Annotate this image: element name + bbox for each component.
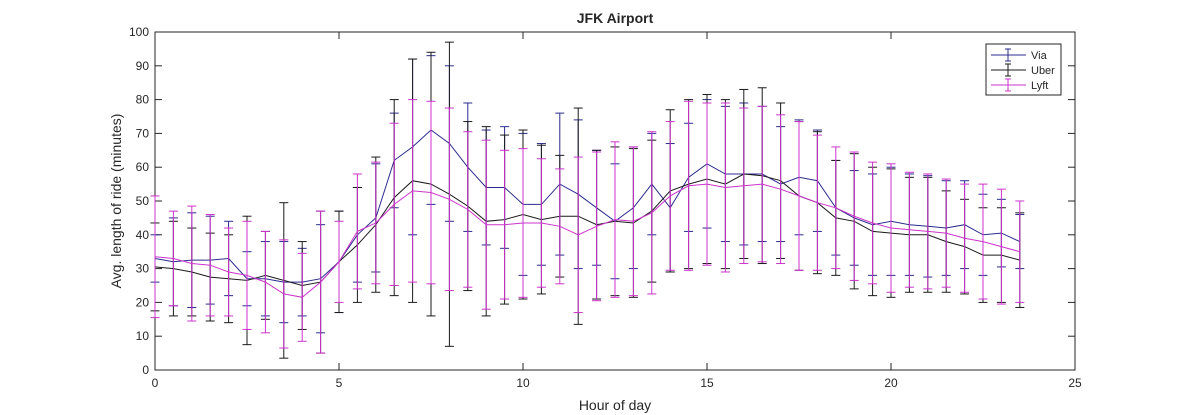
y-tick-label: 90: [136, 59, 150, 73]
y-tick-label: 10: [136, 329, 150, 343]
y-tick-label: 40: [136, 228, 150, 242]
x-tick-label: 5: [336, 376, 343, 390]
y-axis-label: Avg. length of ride (minutes): [108, 114, 124, 289]
series-layer: [150, 41, 1025, 359]
x-axis: 0 5 10 15 20 25: [152, 32, 1082, 390]
x-tick-label: 15: [700, 376, 714, 390]
legend-item: Lyft: [991, 78, 1048, 92]
y-tick-label: 70: [136, 126, 150, 140]
x-tick-label: 25: [1068, 376, 1082, 390]
x-tick-label: 20: [884, 376, 898, 390]
error-bar: [150, 195, 160, 319]
y-tick-label: 20: [136, 295, 150, 309]
legend-label: Uber: [1031, 65, 1055, 77]
series-lyft: [150, 99, 1025, 354]
chart-title: JFK Airport: [577, 10, 654, 26]
y-tick-label: 0: [142, 363, 149, 377]
legend: Via Uber Lyft: [985, 43, 1062, 96]
series-line: [154, 173, 1020, 287]
y-axis: 0 10 20 30 40 50 60 70 80 90 100: [129, 25, 1075, 377]
x-tick-label: 0: [152, 376, 159, 390]
x-tick-label: 10: [516, 376, 530, 390]
y-tick-label: 80: [136, 93, 150, 107]
series-line: [154, 183, 1020, 298]
x-axis-label: Hour of day: [579, 397, 651, 413]
legend-label: Via: [1031, 50, 1048, 62]
y-tick-label: 50: [136, 194, 150, 208]
y-tick-label: 100: [129, 25, 149, 39]
legend-item: Uber: [991, 63, 1055, 77]
legend-label: Lyft: [1031, 80, 1048, 92]
legend-item: Via: [991, 48, 1048, 62]
y-tick-label: 60: [136, 160, 150, 174]
y-tick-label: 30: [136, 262, 150, 276]
